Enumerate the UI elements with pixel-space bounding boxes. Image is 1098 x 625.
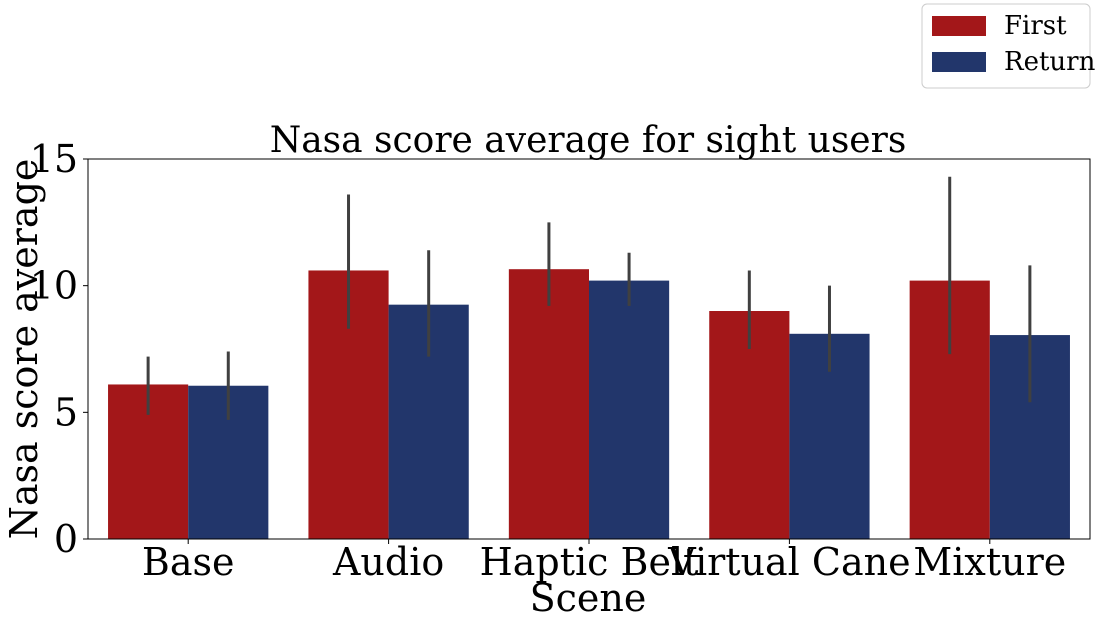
x-tick-label: Audio <box>332 540 444 584</box>
legend-swatch-first <box>932 16 986 36</box>
x-tick-label: Haptic Belt <box>480 540 699 584</box>
bar-return <box>589 280 670 539</box>
y-tick-label: 0 <box>54 517 78 561</box>
y-tick-label: 5 <box>54 390 78 434</box>
y-axis: 0 5 10 15 <box>30 137 88 561</box>
bars-group <box>108 269 1070 539</box>
x-tick-label: Mixture <box>913 540 1066 584</box>
x-axis-label: Scene <box>530 576 647 620</box>
error-bars-group <box>146 176 1032 420</box>
legend: First Return <box>921 3 1096 89</box>
x-tick-label: Base <box>142 540 235 584</box>
legend-swatch-return <box>932 52 986 72</box>
legend-label-first: First <box>1004 11 1067 41</box>
y-tick-label: 15 <box>30 137 78 181</box>
legend-label-return: Return <box>1004 47 1096 77</box>
x-tick-label: Virtual Cane <box>667 540 910 584</box>
chart-title: Nasa score average for sight users <box>270 120 907 161</box>
y-axis-label: Nasa score average <box>2 159 46 540</box>
bar-first <box>508 269 589 539</box>
y-tick-label: 10 <box>30 264 78 308</box>
